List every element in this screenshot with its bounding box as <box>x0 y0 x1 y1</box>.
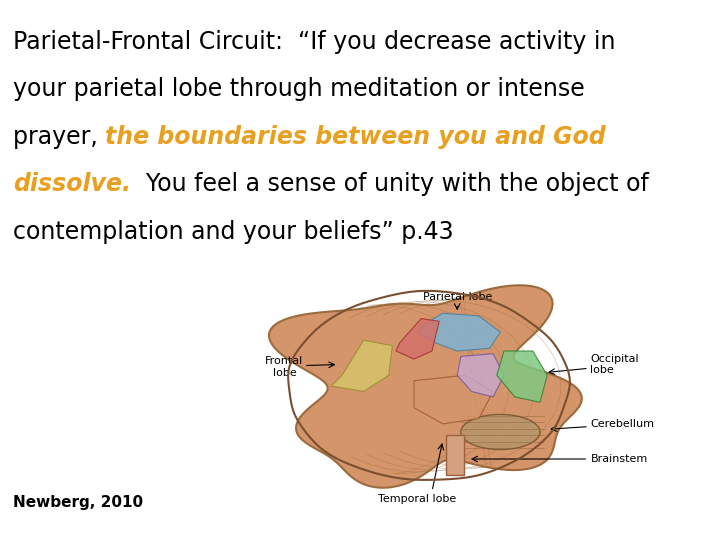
Text: Cerebellum: Cerebellum <box>590 419 654 429</box>
Text: Brainstem: Brainstem <box>590 454 648 464</box>
Text: Temporal lobe: Temporal lobe <box>379 494 456 504</box>
Text: Occipital
lobe: Occipital lobe <box>590 354 639 375</box>
PathPatch shape <box>269 285 582 488</box>
PathPatch shape <box>331 340 392 392</box>
Text: your parietal lobe through meditation or intense: your parietal lobe through meditation or… <box>13 77 585 101</box>
PathPatch shape <box>396 319 439 359</box>
Text: Parietal lobe: Parietal lobe <box>423 292 492 302</box>
Ellipse shape <box>461 415 540 449</box>
PathPatch shape <box>418 313 500 351</box>
PathPatch shape <box>446 435 464 475</box>
Text: Parietal-Frontal Circuit:  “If you decrease activity in: Parietal-Frontal Circuit: “If you decrea… <box>13 30 616 53</box>
Text: prayer,: prayer, <box>13 125 105 148</box>
Text: dissolve.: dissolve. <box>13 172 131 196</box>
PathPatch shape <box>497 351 547 402</box>
PathPatch shape <box>457 354 504 397</box>
Text: Frontal
lobe: Frontal lobe <box>265 356 304 378</box>
Text: contemplation and your beliefs” p.43: contemplation and your beliefs” p.43 <box>13 220 454 244</box>
Text: Newberg, 2010: Newberg, 2010 <box>13 495 143 510</box>
Text: You feel a sense of unity with the object of: You feel a sense of unity with the objec… <box>131 172 649 196</box>
PathPatch shape <box>414 375 493 424</box>
Text: the boundaries between you and God: the boundaries between you and God <box>105 125 606 148</box>
